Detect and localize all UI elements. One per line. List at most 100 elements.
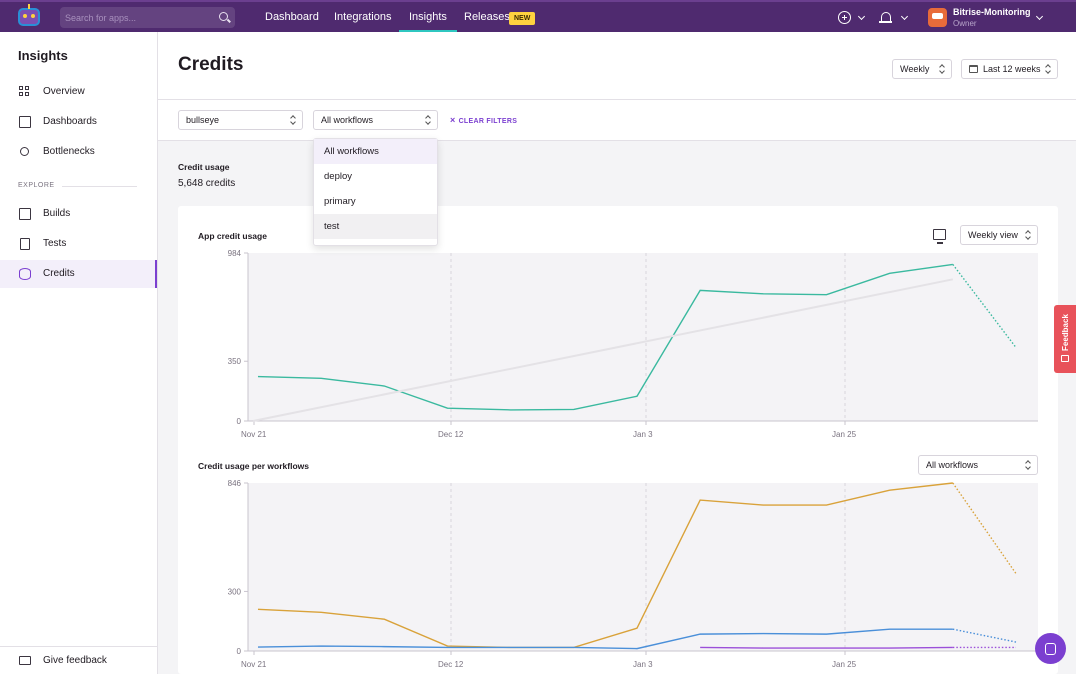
chevron-down-icon[interactable] — [900, 12, 909, 21]
lightbulb-icon — [20, 147, 29, 156]
sidebar-item-label: Bottlenecks — [43, 146, 95, 157]
sidebar-item-label: Overview — [43, 86, 85, 97]
x-tick-label: Jan 3 — [633, 430, 653, 439]
x-tick-label: Nov 21 — [241, 430, 267, 439]
dropdown-option-test[interactable]: test — [314, 214, 437, 239]
updown-chevron-icon — [939, 64, 945, 74]
tab-releases[interactable]: Releases — [464, 11, 510, 23]
tab-insights[interactable]: Insights — [399, 2, 457, 32]
give-feedback-link[interactable]: Give feedback — [0, 646, 157, 674]
clear-filters-label: CLEAR FILTERS — [458, 118, 518, 125]
account-role: Owner — [953, 19, 977, 28]
sidebar-item-bottlenecks[interactable]: Bottlenecks — [0, 138, 157, 166]
x-tick-label: Jan 25 — [832, 430, 857, 439]
search-input[interactable] — [60, 7, 210, 28]
plot-area — [248, 253, 1038, 421]
bitrise-logo-icon[interactable] — [18, 4, 40, 26]
sidebar-item-label: Credits — [43, 268, 75, 279]
feedback-icon — [1061, 355, 1069, 362]
account-avatar[interactable] — [928, 8, 947, 27]
tab-integrations[interactable]: Integrations — [334, 11, 392, 23]
series-projection-line — [952, 628, 1017, 643]
updown-chevron-icon — [425, 115, 431, 125]
sidebar-item-label: Builds — [43, 208, 71, 219]
y-tick-label: 0 — [237, 647, 242, 656]
sidebar-divider — [62, 186, 137, 187]
date-range-select-value: Last 12 weeks — [983, 64, 1041, 74]
series-line — [257, 628, 953, 650]
calendar-icon — [969, 65, 978, 73]
series-line — [257, 263, 953, 411]
sidebar-item-dashboards[interactable]: Dashboards — [0, 108, 157, 136]
tests-icon — [20, 238, 30, 250]
chart-workflow-select-value: All workflows — [926, 460, 979, 470]
chart-workflow-select[interactable]: All workflows — [918, 455, 1038, 475]
chart-title-credit-usage-per-workflows: Credit usage per workflows — [198, 461, 309, 471]
period-select[interactable]: Weekly — [892, 59, 952, 79]
bell-icon[interactable] — [879, 12, 892, 23]
account-name[interactable]: Bitrise-Monitoring — [953, 7, 1031, 17]
updown-chevron-icon — [1045, 64, 1051, 74]
app-select-value: bullseye — [186, 115, 220, 125]
app-credit-usage-chart: 0 350 984 Nov 21 Dec 12 Jan 3 Jan 25 — [228, 249, 1038, 439]
account-chevron-down-icon[interactable] — [1035, 12, 1044, 21]
new-badge: NEW — [509, 12, 536, 25]
workflow-dropdown-menu: All workflows deploy primary test — [313, 138, 438, 246]
plot-area — [248, 483, 1038, 651]
filter-bar: bullseye All workflows × CLEAR FILTERS — [158, 100, 1076, 141]
dropdown-option-primary[interactable]: primary — [324, 196, 356, 207]
date-range-select[interactable]: Last 12 weeks — [961, 59, 1058, 79]
dropdown-option-deploy[interactable]: deploy — [324, 171, 352, 182]
trend-line — [252, 278, 954, 422]
dropdown-option-all-workflows[interactable]: All workflows — [314, 139, 437, 164]
updown-chevron-icon — [1025, 230, 1031, 240]
x-tick-label: Nov 21 — [241, 660, 267, 669]
updown-chevron-icon — [1025, 460, 1031, 470]
search-icon[interactable] — [219, 12, 228, 21]
x-tick-label: Jan 25 — [832, 660, 857, 669]
series-line — [257, 482, 953, 649]
y-tick-label: 0 — [237, 417, 242, 426]
feedback-tab[interactable]: Feedback — [1054, 305, 1076, 373]
sidebar-item-tests[interactable]: Tests — [0, 230, 157, 258]
period-select-value: Weekly — [900, 64, 930, 74]
page-header: Credits Weekly Last 12 weeks — [158, 32, 1076, 100]
chart-view-select[interactable]: Weekly view — [960, 225, 1038, 245]
sidebar-item-label: Dashboards — [43, 116, 97, 127]
app-select[interactable]: bullseye — [178, 110, 303, 130]
sidebar-section-label: EXPLORE — [18, 182, 55, 189]
x-tick-label: Jan 3 — [633, 660, 653, 669]
chart-view-select-value: Weekly view — [968, 230, 1018, 240]
chat-support-button[interactable] — [1035, 633, 1066, 664]
credit-usage-label: Credit usage — [178, 162, 230, 172]
workflow-select[interactable]: All workflows — [313, 110, 438, 130]
builds-icon — [19, 208, 31, 220]
page-title: Credits — [178, 54, 244, 75]
sidebar: Insights Overview Dashboards Bottlenecks… — [0, 32, 158, 674]
y-tick-label: 350 — [228, 357, 242, 366]
mail-icon — [19, 656, 31, 665]
chart-type-icon[interactable] — [933, 229, 946, 244]
tab-dashboard[interactable]: Dashboard — [265, 11, 319, 23]
sidebar-item-builds[interactable]: Builds — [0, 200, 157, 228]
credit-usage-value: 5,648 credits — [178, 178, 236, 189]
give-feedback-label: Give feedback — [43, 655, 107, 666]
grid-icon — [19, 86, 31, 98]
sidebar-item-label: Tests — [43, 238, 67, 249]
credit-usage-per-workflows-chart: 0 300 846 Nov 21 Dec 12 Jan 3 Jan 25 — [228, 479, 1038, 669]
sidebar-item-credits[interactable]: Credits — [0, 260, 157, 288]
search-box[interactable] — [60, 7, 235, 28]
updown-chevron-icon — [290, 115, 296, 125]
y-tick-label: 846 — [228, 479, 242, 488]
clear-filters-button[interactable]: × CLEAR FILTERS — [450, 115, 517, 125]
chevron-down-icon[interactable] — [857, 12, 866, 21]
x-tick-label: Dec 12 — [438, 430, 464, 439]
y-tick-label: 300 — [228, 587, 242, 596]
close-icon: × — [450, 115, 456, 125]
database-icon — [19, 268, 31, 280]
add-plus-icon[interactable] — [838, 11, 851, 24]
chart-monitor-icon — [19, 116, 31, 128]
series-projection-line — [952, 482, 1017, 574]
sidebar-item-overview[interactable]: Overview — [0, 78, 157, 106]
chart-title-app-credit-usage: App credit usage — [198, 231, 267, 241]
